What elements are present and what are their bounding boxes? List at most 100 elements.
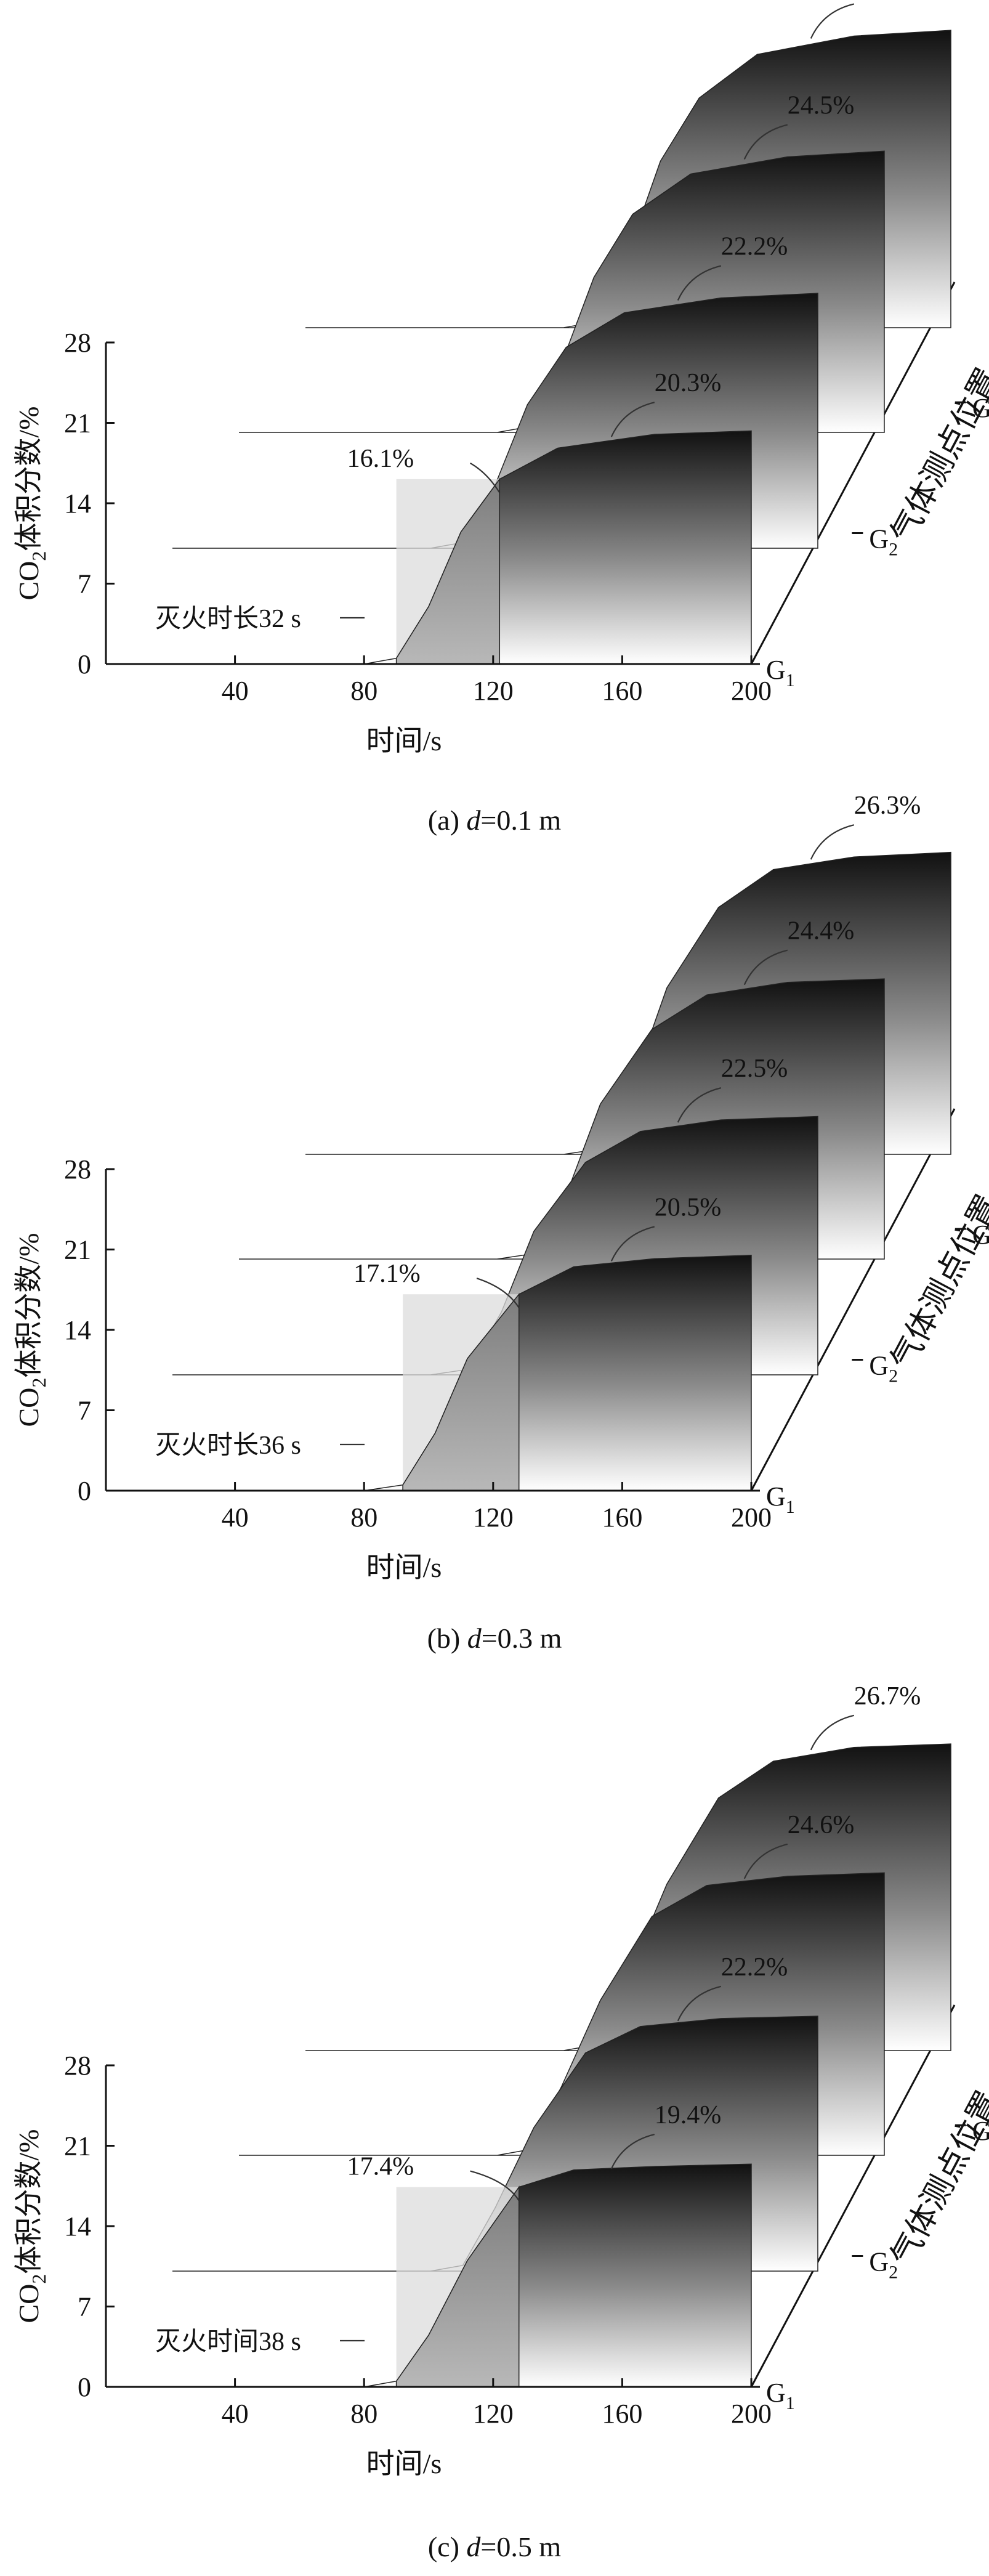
- peak-label: 22.2%: [721, 233, 788, 261]
- chart-panel-a: G425.9%G324.5%G222.2%G120.3%16.1%4080120…: [13, 3, 989, 836]
- x-tick-label: 160: [602, 1502, 642, 1533]
- depth-axis: [750, 281, 956, 665]
- x-tick-label: 160: [602, 676, 642, 706]
- y-axis-title-part: 体积分数/%: [13, 406, 44, 551]
- y-axis-title-part: CO: [13, 1388, 44, 1427]
- y-axis-title-sub: 2: [28, 551, 50, 561]
- y-tick-label: 0: [78, 2372, 91, 2402]
- y-tick-label: 0: [78, 649, 91, 679]
- y-tick-label: 21: [64, 2131, 91, 2161]
- peak-label: 22.5%: [721, 1055, 788, 1083]
- y-tick-label: 7: [78, 1396, 91, 1426]
- extinguish-value-label: 17.1%: [353, 1260, 421, 1288]
- depth-label-sub: 1: [786, 670, 795, 691]
- x-tick-label: 80: [350, 1502, 377, 1533]
- x-tick-label: 160: [602, 2399, 642, 2429]
- x-tick-label: 40: [222, 2399, 249, 2429]
- depth-label: G2: [869, 524, 898, 560]
- y-tick-label: 28: [64, 2051, 91, 2081]
- duration-annotation: 灭火时间38 s: [155, 2328, 301, 2356]
- y-axis-title: CO2体积分数/%: [13, 406, 50, 600]
- x-tick-label: 40: [222, 1502, 249, 1533]
- chart-panel-b: G426.3%G324.4%G222.5%G120.5%17.1%4080120…: [13, 792, 989, 1654]
- depth-label: G3: [972, 1220, 989, 1255]
- peak-leader: [743, 124, 788, 160]
- x-axis-title: 时间/s: [366, 725, 442, 756]
- y-tick-label: 28: [64, 328, 91, 358]
- depth-axis: [750, 1108, 956, 1491]
- panel-caption: (a) d=0.1 m: [428, 804, 562, 836]
- peak-leader: [610, 2133, 655, 2169]
- y-tick-label: 7: [78, 2292, 91, 2322]
- peak-label: 26.3%: [854, 792, 921, 820]
- caption-var: d: [467, 1622, 482, 1654]
- y-tick-label: 0: [78, 1476, 91, 1506]
- peak-label: 24.5%: [788, 92, 855, 120]
- panel-caption: (c) d=0.5 m: [428, 2531, 562, 2562]
- peak-leader: [743, 949, 788, 986]
- y-axis-title-sub: 2: [28, 2274, 50, 2284]
- depth-label: G3: [972, 2116, 989, 2152]
- x-tick-label: 80: [350, 676, 377, 706]
- peak-label: 26.7%: [854, 1682, 921, 1711]
- depth-label-sub: 1: [786, 2393, 795, 2413]
- duration-annotation: 灭火时长32 s: [155, 605, 301, 633]
- caption-prefix: (b): [427, 1622, 467, 1654]
- peak-leader: [677, 1087, 722, 1123]
- y-axis-title-part: CO: [13, 561, 44, 601]
- depth-label-sub: 1: [786, 1497, 795, 1517]
- peak-leader: [677, 1985, 722, 2022]
- peak-leader: [810, 1714, 855, 1751]
- chart-panel-c: G426.7%G324.6%G222.2%G119.4%17.4%4080120…: [13, 1682, 989, 2562]
- y-axis-title: CO2体积分数/%: [13, 2129, 50, 2323]
- y-tick-label: 21: [64, 408, 91, 439]
- depth-label-sub: 2: [889, 1366, 898, 1387]
- peak-label: 24.4%: [788, 917, 855, 946]
- extinguish-value-label: 16.1%: [347, 445, 414, 473]
- extinguish-leader: [476, 1278, 520, 1308]
- peak-leader: [743, 1843, 788, 1879]
- peak-label: 22.2%: [721, 1953, 788, 1982]
- y-tick-label: 21: [64, 1235, 91, 1265]
- duration-annotation: 灭火时长36 s: [155, 1432, 301, 1460]
- caption-rest: =0.1 m: [480, 804, 561, 836]
- peak-leader: [610, 1226, 655, 1262]
- depth-axis-title: 气体测点位置: [885, 363, 989, 549]
- peak-label: 24.6%: [788, 1811, 855, 1839]
- peak-leader: [810, 824, 855, 860]
- y-tick-label: 14: [64, 1315, 91, 1345]
- depth-label-sub: 2: [889, 540, 898, 560]
- x-tick-label: 200: [731, 1502, 772, 1533]
- peak-leader: [810, 3, 855, 39]
- y-tick-label: 28: [64, 1154, 91, 1185]
- caption-prefix: (c): [428, 2531, 467, 2562]
- x-tick-label: 120: [473, 676, 514, 706]
- y-tick-label: 14: [64, 488, 91, 519]
- peak-label: 19.4%: [655, 2101, 722, 2129]
- y-tick-label: 14: [64, 2211, 91, 2242]
- y-axis-title-sub: 2: [28, 1378, 50, 1388]
- extinguish-leader: [470, 462, 501, 493]
- y-axis-title: CO2体积分数/%: [13, 1233, 50, 1427]
- caption-prefix: (a): [428, 804, 467, 836]
- x-tick-label: 120: [473, 2399, 514, 2429]
- x-axis-title: 时间/s: [366, 1552, 442, 1583]
- y-axis-title-part: 体积分数/%: [13, 1233, 44, 1377]
- x-tick-label: 40: [222, 676, 249, 706]
- peak-leader: [677, 265, 722, 301]
- extinguish-value-label: 17.4%: [347, 2153, 414, 2181]
- x-tick-label: 200: [731, 676, 772, 706]
- y-tick-label: 7: [78, 569, 91, 599]
- caption-var: d: [466, 804, 481, 836]
- depth-label-sub: 2: [889, 2262, 898, 2283]
- peak-label: 20.3%: [655, 369, 722, 397]
- peak-label: 20.5%: [655, 1193, 722, 1221]
- x-tick-label: 200: [731, 2399, 772, 2429]
- depth-axis-title: 气体测点位置: [885, 1189, 989, 1375]
- extinguish-leader: [470, 2170, 520, 2201]
- x-tick-label: 120: [473, 1502, 514, 1533]
- x-axis-title: 时间/s: [366, 2448, 442, 2479]
